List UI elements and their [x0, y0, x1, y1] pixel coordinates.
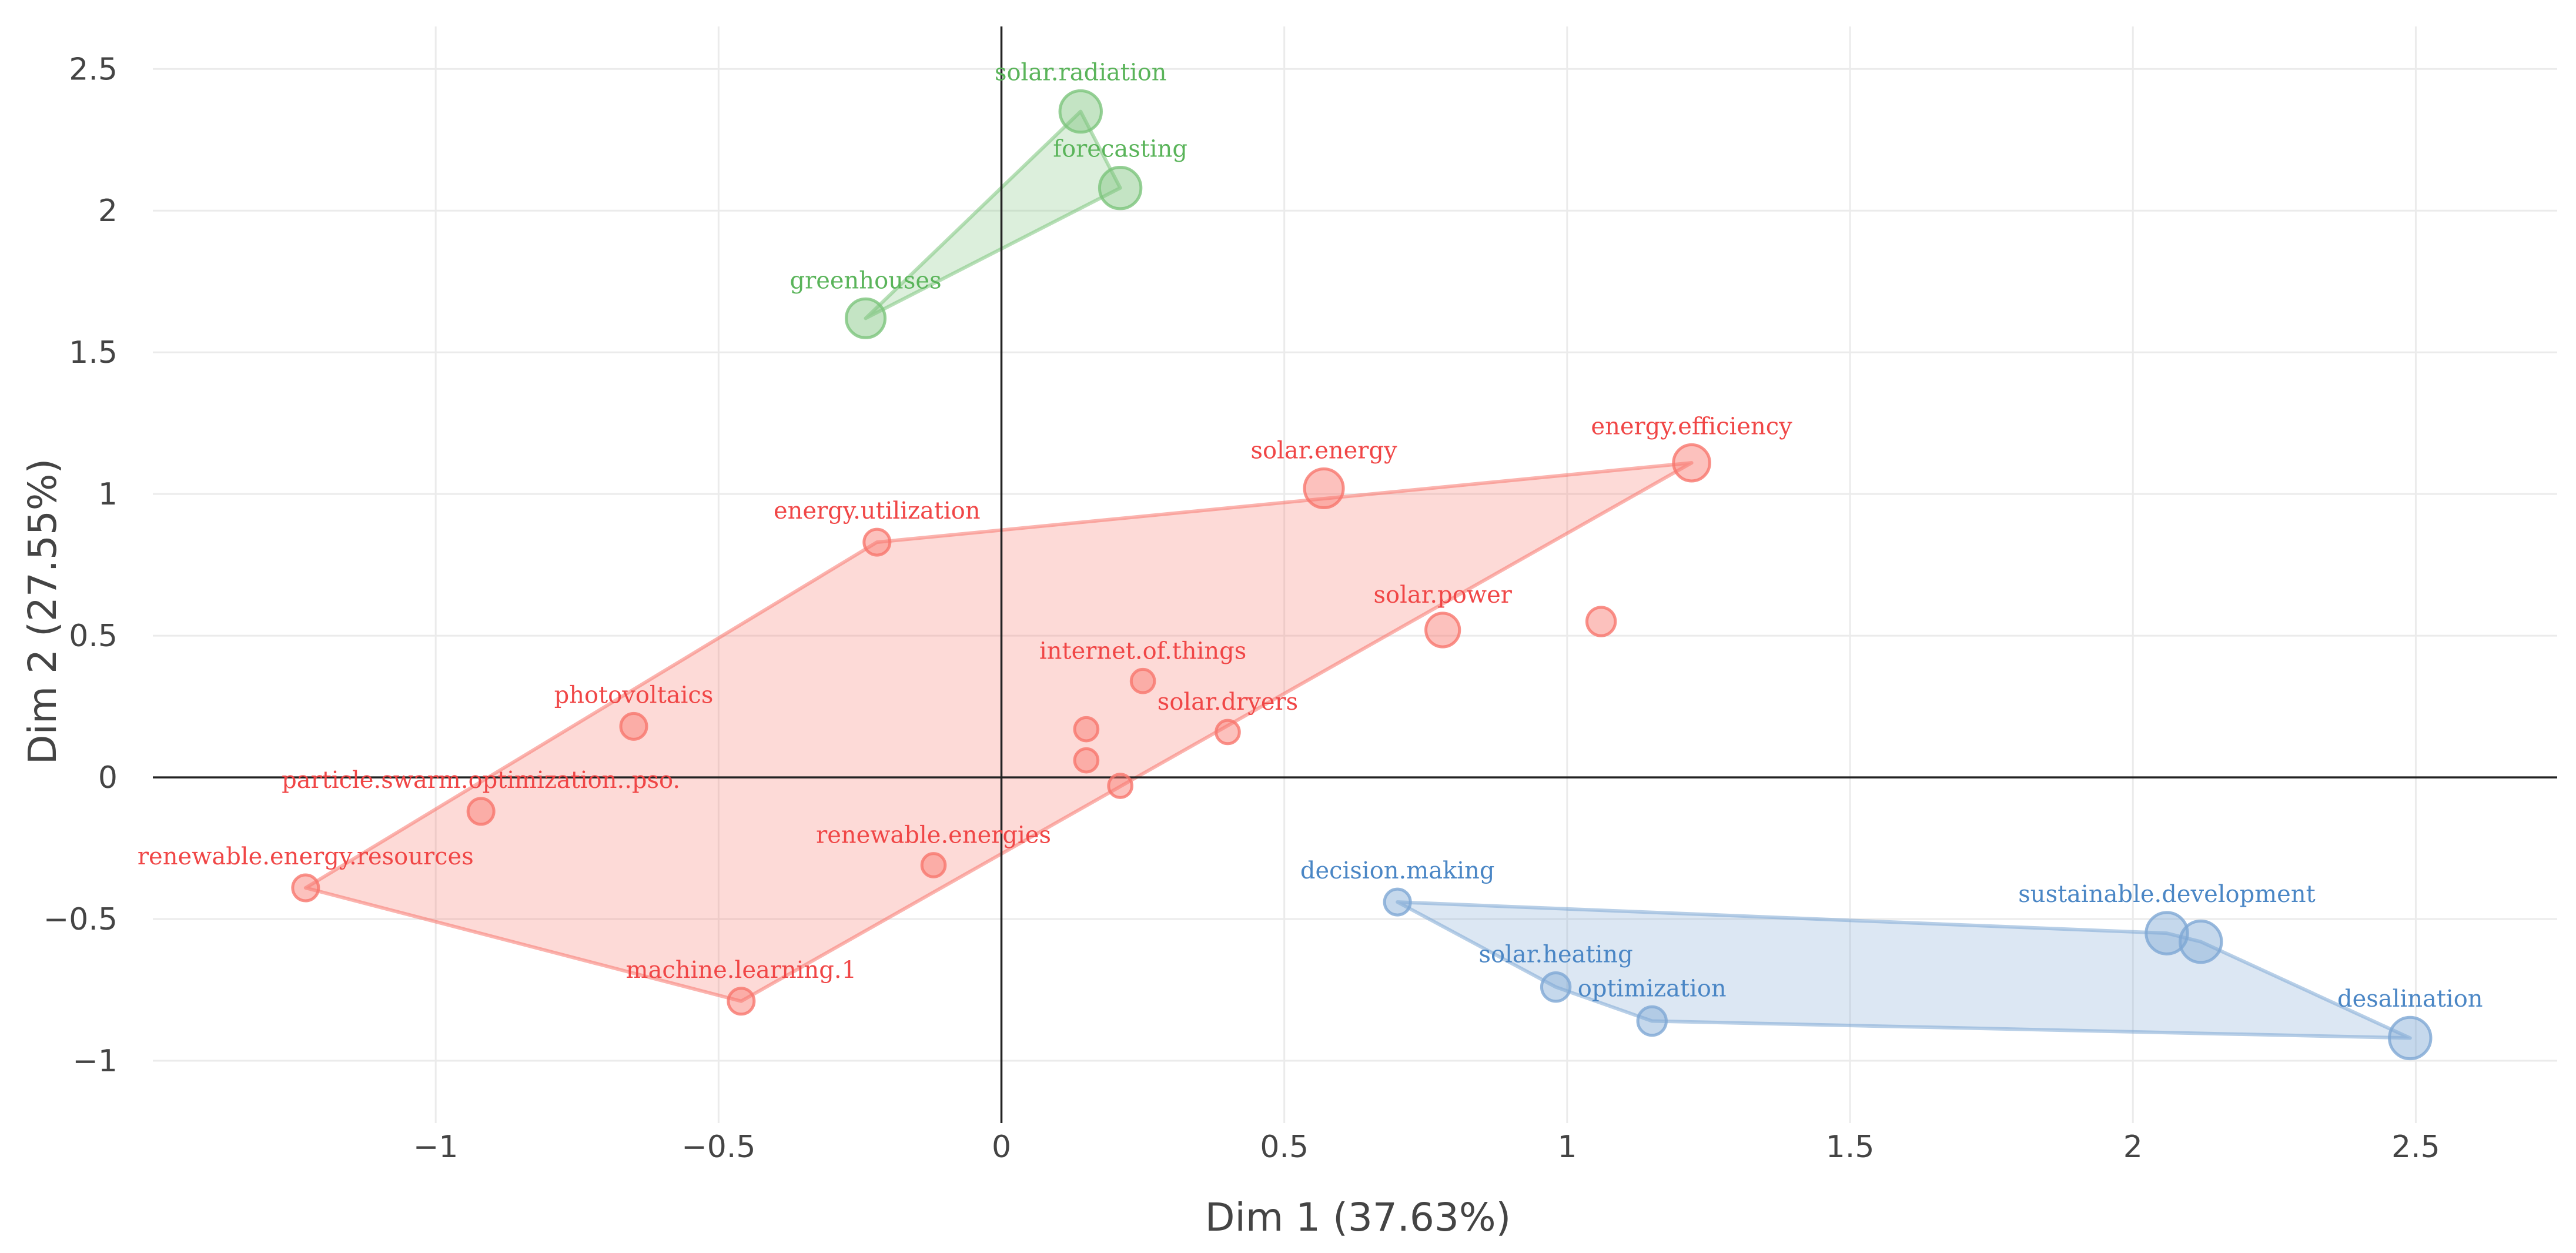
cluster-1-point	[862, 527, 892, 557]
data-points	[291, 89, 2433, 1061]
point-labels: renewable.energy.resources particle.swarm…	[138, 59, 2483, 1013]
cluster-3-point-label: desalination	[2337, 985, 2483, 1013]
y-tick-label: 1	[98, 477, 118, 512]
cluster-2-point-label: forecasting	[1053, 135, 1187, 162]
x-tick-label: 1	[1557, 1130, 1577, 1165]
cluster-1-hull	[303, 461, 1694, 1003]
cluster-1-point	[1129, 667, 1156, 694]
cluster-3-point	[1636, 1005, 1668, 1037]
y-tick-label: 1.5	[69, 335, 118, 370]
cluster-1-point	[1303, 467, 1345, 510]
cluster-3-point-label: optimization	[1578, 975, 1727, 1002]
axis-ticks: −1 −0.5 0 0.5 1 1.5 2 2.5 −1 −0.5 0 0.5 1 1.5 2 2.5	[44, 52, 2440, 1165]
cluster-1-point	[619, 711, 648, 741]
y-tick-label: −1	[72, 1044, 118, 1079]
cluster-3-point	[1383, 887, 1412, 917]
y-tick-label: 0	[98, 760, 118, 796]
cluster-1-point-label: renewable.energy.resources	[138, 843, 474, 870]
x-tick-label: 2.5	[2391, 1130, 2440, 1165]
y-tick-label: 2.5	[69, 52, 118, 87]
cluster-2-hull	[864, 109, 1122, 320]
cluster-1-point	[291, 873, 320, 903]
x-tick-label: 2	[2123, 1130, 2143, 1165]
x-axis-title: Dim 1 (37.63%)	[1205, 1195, 1511, 1240]
cluster-2-point	[1058, 89, 1103, 134]
cluster-1-point-label: solar.energy	[1251, 437, 1398, 465]
cluster-1-point-label: renewable.energies	[816, 822, 1051, 849]
cluster-1-point-label: energy.efficiency	[1591, 413, 1792, 440]
cluster-1-point	[920, 852, 947, 878]
cluster-3-hull	[1396, 900, 2412, 1040]
cluster-3-point-label: solar.heating	[1479, 941, 1633, 968]
cluster-1-point	[1073, 716, 1100, 743]
cluster-2-point	[845, 297, 887, 339]
cluster-1-point-label: solar.power	[1373, 582, 1512, 609]
cluster-1-point-label: solar.dryers	[1157, 689, 1298, 716]
y-tick-label: 2	[98, 193, 118, 229]
x-tick-label: 0	[992, 1130, 1011, 1165]
cluster-1-point	[1107, 773, 1133, 799]
cluster-3-point	[1540, 971, 1572, 1003]
x-tick-label: 1.5	[1826, 1130, 1875, 1165]
cluster-1-point-label: machine.learning.1	[626, 957, 857, 984]
cluster-1-point	[1585, 606, 1617, 637]
y-tick-label: 0.5	[69, 619, 118, 654]
cluster-1-point	[1672, 443, 1711, 483]
x-tick-label: −1	[413, 1130, 459, 1165]
cluster-1-point	[1215, 719, 1241, 746]
cluster-hulls	[303, 109, 2412, 1040]
cluster-1-point-label: photovoltaics	[554, 681, 714, 709]
y-tick-label: −0.5	[44, 902, 118, 937]
cluster-3-point	[2179, 919, 2223, 964]
zero-lines	[153, 26, 2557, 1123]
cluster-1-point-label: energy.utilization	[774, 497, 981, 524]
cluster-1-point	[727, 987, 756, 1016]
cluster-1-point	[1424, 612, 1461, 649]
x-tick-label: 0.5	[1260, 1130, 1309, 1165]
cluster-2-point-label: solar.radiation	[995, 59, 1167, 86]
cluster-2-point	[1098, 165, 1143, 210]
cluster-2-point-label: greenhouses	[789, 267, 941, 294]
cluster-3-point-label: decision.making	[1300, 857, 1495, 884]
cluster-1-point	[1073, 747, 1100, 774]
cluster-3-point	[2145, 911, 2189, 955]
cluster-3-point-label: sustainable.development	[2018, 881, 2315, 908]
y-axis-title: Dim 2 (27.55%)	[20, 459, 65, 765]
cluster-1-point-label: internet.of.things	[1039, 637, 1246, 664]
cluster-3-point	[2388, 1015, 2433, 1061]
x-tick-label: −0.5	[681, 1130, 755, 1165]
cluster-1-point	[466, 797, 496, 826]
cluster-1-point-label: particle.swarm.optimization..pso.	[282, 767, 680, 794]
